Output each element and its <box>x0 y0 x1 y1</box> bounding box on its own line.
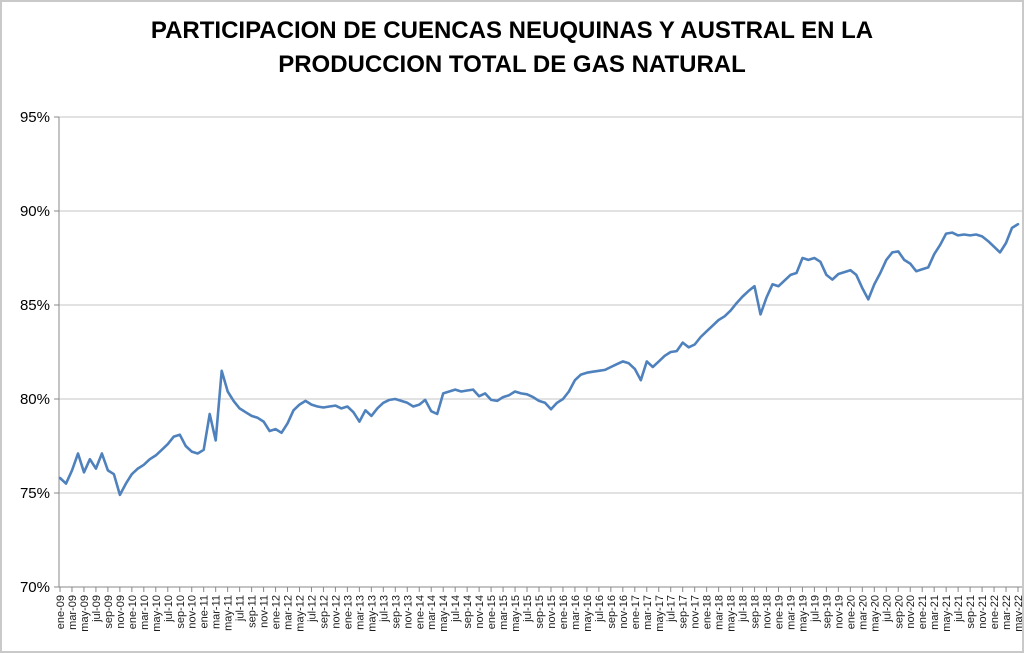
x-tick-label: ene-14 <box>414 595 426 629</box>
x-tick-label: jul-18 <box>738 595 750 623</box>
x-tick-label: nov-20 <box>905 595 917 629</box>
x-tick-label: jul-11 <box>235 595 247 622</box>
y-tick-label: 80% <box>20 391 50 408</box>
x-tick-label: mar-14 <box>426 595 438 630</box>
x-tick-label: ene-09 <box>55 595 67 629</box>
x-tick-label: nov-14 <box>474 595 486 629</box>
x-tick-label: mar-18 <box>714 595 726 630</box>
x-tick-label: may-09 <box>79 595 91 632</box>
x-tick-label: ene-22 <box>989 595 1001 629</box>
y-tick-label: 95% <box>20 109 50 126</box>
x-tick-label: may-11 <box>223 595 235 631</box>
x-tick-label: jul-14 <box>450 595 462 623</box>
x-tick-label: jul-13 <box>378 595 390 623</box>
gridlines <box>59 116 1022 494</box>
x-tick-label: may-10 <box>151 595 163 632</box>
series <box>58 222 1020 497</box>
x-tick-label: mar-12 <box>283 595 295 630</box>
x-tick-label: sep-16 <box>606 595 618 629</box>
x-tick-label: ene-10 <box>127 595 139 629</box>
x-tick-label: mar-16 <box>570 595 582 630</box>
x-tick-label: nov-12 <box>330 595 342 629</box>
x-tick-label: jul-09 <box>91 595 103 623</box>
x-tick-label: ene-19 <box>774 595 786 629</box>
x-tick-label: mar-21 <box>929 595 941 630</box>
x-tick-label: ene-11 <box>199 595 211 628</box>
x-tick-label: may-20 <box>869 595 881 632</box>
y-tick-label: 75% <box>20 485 50 502</box>
x-tick-label: sep-19 <box>821 595 833 629</box>
x-tick-label: sep-12 <box>318 595 330 629</box>
x-tick-label: ene-15 <box>486 595 498 629</box>
x-tick-label: nov-21 <box>977 595 989 629</box>
x-tick-label: mar-17 <box>642 595 654 630</box>
x-tick-label: jul-19 <box>809 595 821 623</box>
x-tick-label: jul-21 <box>953 595 965 623</box>
x-tick-label: sep-13 <box>390 595 402 629</box>
x-tick-label: ene-16 <box>558 595 570 629</box>
series-line <box>58 222 1020 497</box>
x-tick-label: sep-21 <box>965 595 977 629</box>
x-tick-label: may-17 <box>654 595 666 632</box>
x-tick-label: mar-10 <box>139 595 151 630</box>
x-tick-label: ene-13 <box>342 595 354 629</box>
x-tick-label: sep-15 <box>534 595 546 629</box>
x-tick-label: nov-17 <box>690 595 702 629</box>
x-tick-label: ene-21 <box>917 595 929 629</box>
x-tick-label: jul-20 <box>881 595 893 623</box>
x-tick-label: may-12 <box>295 595 307 632</box>
x-tick-label: sep-09 <box>103 595 115 629</box>
x-tick-label: ene-17 <box>630 595 642 629</box>
x-tick-label: mar-20 <box>857 595 869 630</box>
x-tick-label: nov-18 <box>762 595 774 629</box>
x-tick-label: jul-17 <box>666 595 678 623</box>
x-tick-label: may-14 <box>438 595 450 632</box>
y-axis-labels: 95% 90% 85% 80% 75% 70% <box>20 109 59 596</box>
x-tick-label: mar-13 <box>354 595 366 630</box>
x-tick-label: mar-11 <box>211 595 223 629</box>
y-tick-label: 85% <box>20 297 50 314</box>
x-axis-labels: ene-09 mar-09 may-09 jul-09 sep-09 nov-09 ene-… <box>55 587 1024 632</box>
x-tick-label: may-19 <box>797 595 809 632</box>
x-tick-label: mar-22 <box>1001 595 1013 630</box>
x-tick-label: jul-10 <box>163 595 175 623</box>
x-tick-label: may-16 <box>582 595 594 632</box>
x-tick-label: mar-09 <box>67 595 79 630</box>
x-tick-label: ene-20 <box>845 595 857 629</box>
x-tick-label: may-15 <box>510 595 522 632</box>
x-tick-label: nov-09 <box>115 595 127 629</box>
x-tick-label: nov-10 <box>187 595 199 629</box>
chart-title-line2: PRODUCCION TOTAL DE GAS NATURAL <box>278 51 746 78</box>
chart-title: PARTICIPACION DE CUENCAS NEUQUINAS Y AUS… <box>2 14 1022 82</box>
x-tick-label: sep-14 <box>462 595 474 629</box>
x-tick-label: nov-19 <box>833 595 845 629</box>
axes <box>58 117 1022 588</box>
x-tick-label: mar-15 <box>498 595 510 630</box>
x-tick-label: may-21 <box>941 595 953 632</box>
x-tick-label: sep-18 <box>750 595 762 629</box>
x-tick-label: sep-17 <box>678 595 690 629</box>
x-tick-label: jul-12 <box>306 595 318 623</box>
x-tick-label: mar-19 <box>785 595 797 630</box>
y-tick-label: 90% <box>20 203 50 220</box>
x-tick-label: may-13 <box>366 595 378 632</box>
x-tick-label: may-22 <box>1013 595 1024 632</box>
x-tick-label: sep-11 <box>247 595 259 628</box>
y-tick-label: 70% <box>20 579 50 596</box>
x-tick-label: jul-15 <box>522 595 534 623</box>
x-tick-label: jul-16 <box>594 595 606 623</box>
x-tick-label: sep-10 <box>175 595 187 629</box>
chart-title-line1: PARTICIPACION DE CUENCAS NEUQUINAS Y AUS… <box>150 17 874 44</box>
x-tick-label: sep-20 <box>893 595 905 629</box>
x-tick-label: ene-18 <box>702 595 714 629</box>
x-tick-label: may-18 <box>726 595 738 632</box>
x-tick-label: nov-15 <box>546 595 558 629</box>
x-tick-label: nov-16 <box>618 595 630 629</box>
x-tick-label: ene-12 <box>271 595 283 629</box>
x-tick-label: nov-13 <box>402 595 414 629</box>
x-tick-label: nov-11 <box>259 595 271 628</box>
